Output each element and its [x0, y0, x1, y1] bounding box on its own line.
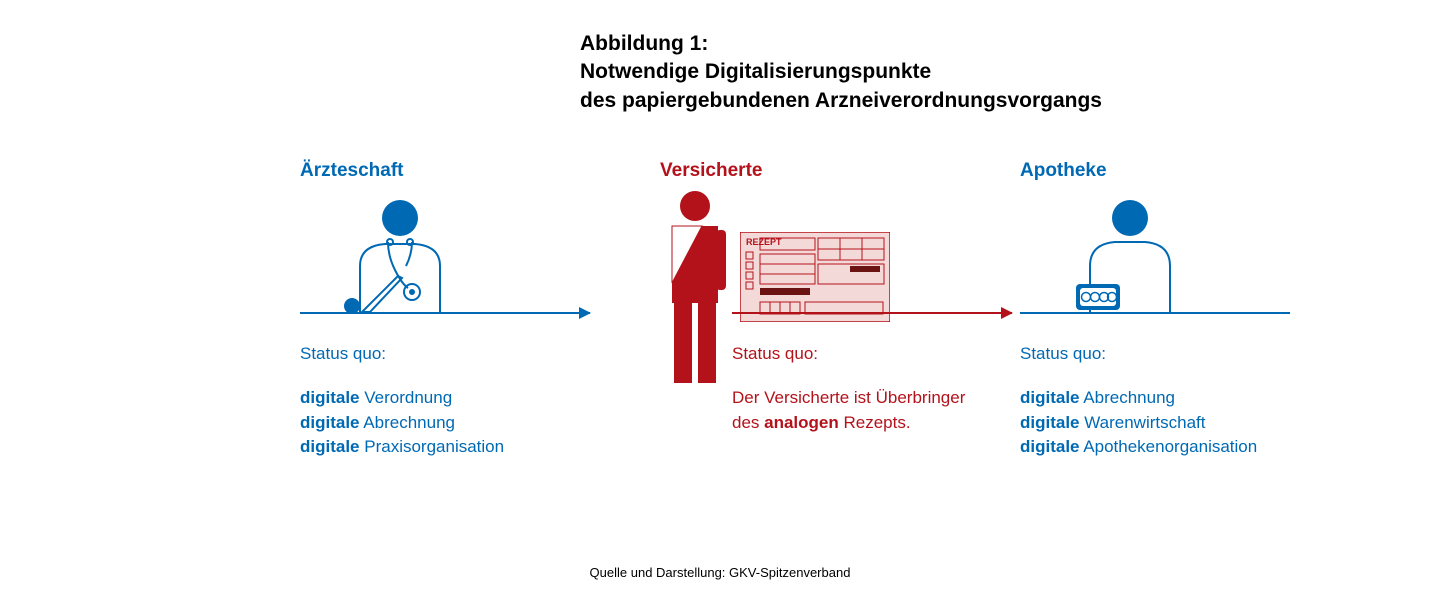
patient-icon	[660, 188, 730, 398]
status-items-aerzte: digitale Verordnungdigitale Abrechnungdi…	[300, 386, 660, 460]
status-label-aerzte: Status quo:	[300, 344, 660, 364]
column-aerzte: Ärzteschaft Stat	[300, 160, 660, 460]
title-line-1: Abbildung 1:	[580, 30, 1130, 58]
column-apotheke: Apotheke Status quo: digitale Abrechnung…	[1020, 160, 1320, 460]
status-text-versicherte: Der Versicherte ist Überbringer des anal…	[732, 386, 992, 435]
baseline-apotheke	[1020, 312, 1290, 314]
pharmacist-icon	[1060, 196, 1190, 316]
rezept-icon: REZEPT	[740, 232, 890, 322]
diagram-columns: Ärzteschaft Stat	[300, 160, 1320, 460]
column-heading-versicherte: Versicherte	[660, 160, 1020, 182]
status-item: digitale Abrechnung	[300, 411, 660, 436]
column-heading-aerzte: Ärzteschaft	[300, 160, 660, 182]
status-item: digitale Abrechnung	[1020, 386, 1320, 411]
arrow-aerzte-to-versicherte	[300, 312, 590, 314]
status-item: digitale Apothekenorganisation	[1020, 435, 1320, 460]
column-versicherte: Versicherte REZEPT	[660, 160, 1020, 460]
icon-zone-apotheke	[1020, 196, 1320, 316]
column-heading-apotheke: Apotheke	[1020, 160, 1320, 182]
title-line-2: Notwendige Digitalisierungspunkte	[580, 58, 1130, 86]
status-item: digitale Warenwirtschaft	[1020, 411, 1320, 436]
figure-title: Abbildung 1: Notwendige Digitalisierungs…	[580, 30, 1130, 115]
arrow-versicherte-to-apotheke	[732, 312, 1012, 314]
title-line-3: des papiergebundenen Arzneiverordnungsvo…	[580, 87, 1130, 115]
icon-zone-aerzte	[300, 196, 660, 316]
status-item: digitale Verordnung	[300, 386, 660, 411]
status-label-versicherte: Status quo:	[732, 344, 1020, 364]
doctor-icon	[340, 196, 460, 316]
source-line: Quelle und Darstellung: GKV-Spitzenverba…	[0, 565, 1440, 580]
status-items-apotheke: digitale Abrechnungdigitale Warenwirtsch…	[1020, 386, 1320, 460]
status-item: digitale Praxisorganisation	[300, 435, 660, 460]
icon-zone-versicherte: REZEPT	[660, 196, 1020, 316]
status-label-apotheke: Status quo:	[1020, 344, 1320, 364]
